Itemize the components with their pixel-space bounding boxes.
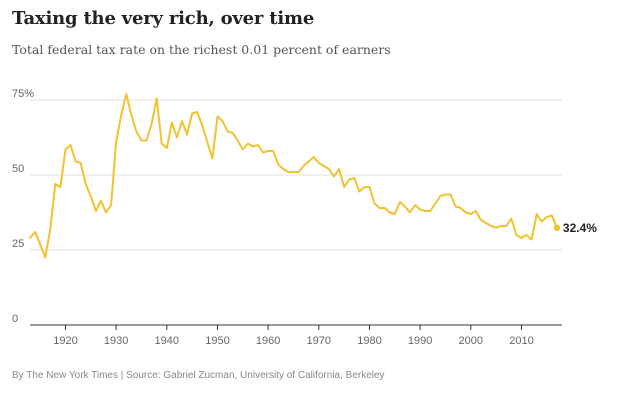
x-tick-label: 2000: [459, 335, 483, 347]
source-credit: By The New York Times | Source: Gabriel …: [12, 370, 385, 381]
y-tick-label: 50: [12, 163, 24, 175]
y-tick-label: 75%: [12, 88, 34, 100]
x-tick-label: 1980: [357, 335, 381, 347]
x-tick-label: 1950: [205, 335, 229, 347]
chart-title: Taxing the very rich, over time: [12, 8, 315, 29]
x-tick-label: 2010: [509, 335, 533, 347]
x-tick-label: 1960: [256, 335, 280, 347]
x-tick-label: 1930: [104, 335, 128, 347]
x-tick-label: 1990: [408, 335, 432, 347]
chart-subtitle: Total federal tax rate on the richest 0.…: [12, 42, 391, 57]
x-tick-label: 1940: [155, 335, 179, 347]
y-tick-label: 0: [12, 313, 18, 325]
x-tick-label: 1920: [53, 335, 77, 347]
x-tick-label: 1970: [307, 335, 331, 347]
end-value-label: 32.4%: [563, 221, 597, 235]
y-tick-label: 25: [12, 238, 24, 250]
tax-rate-line: [29, 93, 558, 259]
end-point-marker: [553, 224, 561, 231]
